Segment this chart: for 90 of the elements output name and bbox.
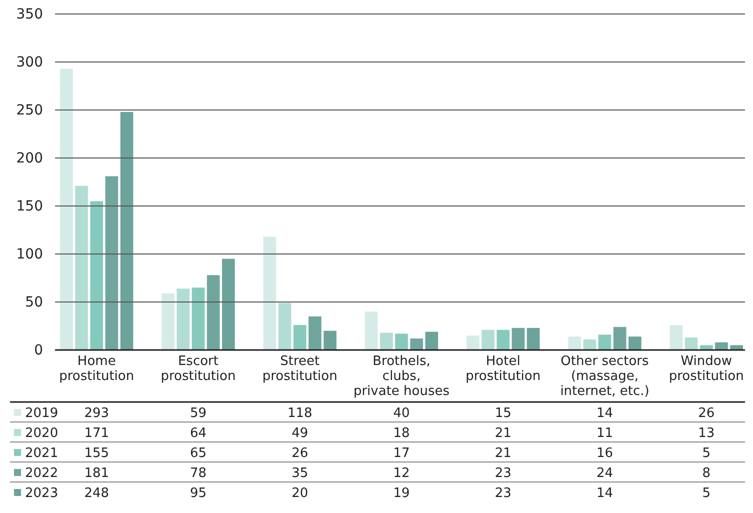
data-label: 23 — [494, 466, 512, 481]
data-label: 24 — [596, 466, 614, 481]
bar — [380, 332, 393, 350]
data-label: 14 — [596, 406, 614, 421]
bar — [583, 339, 596, 350]
data-label: 64 — [190, 426, 207, 441]
data-label: 118 — [287, 406, 312, 421]
y-tick-label: 100 — [16, 246, 43, 262]
x-tick-label: Home prostitution — [59, 354, 134, 384]
bar — [613, 326, 626, 350]
bar — [700, 345, 713, 350]
data-label: 15 — [494, 406, 512, 421]
data-label: 17 — [393, 446, 410, 461]
y-tick-label: 0 — [34, 342, 43, 358]
bar — [410, 338, 423, 350]
bar — [176, 288, 190, 350]
x-tick-label: Escort prostitution — [160, 354, 236, 384]
bar — [526, 328, 540, 350]
bar — [715, 342, 728, 350]
y-tick-label: 150 — [16, 198, 43, 214]
data-label: 171 — [84, 426, 110, 441]
data-label: 8 — [702, 466, 711, 481]
legend-label: 2021 — [25, 446, 58, 461]
data-label: 16 — [596, 446, 614, 461]
bar — [482, 330, 494, 350]
bar — [598, 334, 612, 350]
bar — [308, 316, 322, 350]
data-label: 293 — [84, 406, 110, 421]
x-tick-label: Brothels, clubs, private houses — [353, 354, 450, 399]
y-tick-label: 200 — [16, 150, 43, 166]
bar — [568, 336, 581, 350]
bar — [496, 330, 510, 350]
data-label: 95 — [190, 486, 207, 501]
data-label: 20 — [292, 486, 308, 501]
bar — [278, 302, 292, 350]
data-label: 40 — [393, 406, 410, 421]
data-label: 21 — [494, 426, 512, 441]
data-label: 14 — [596, 486, 614, 501]
data-label: 12 — [393, 466, 410, 481]
bar — [670, 325, 683, 350]
data-label: 26 — [698, 406, 715, 421]
bar — [60, 68, 73, 350]
y-tick-label: 250 — [16, 102, 43, 118]
bar — [120, 112, 134, 350]
x-tick-label: Hotel prostitution — [466, 354, 541, 384]
bar — [466, 336, 480, 350]
x-tick-label: Window prostitution — [668, 354, 744, 384]
data-label: 65 — [190, 446, 207, 461]
bar — [293, 325, 306, 350]
bar — [395, 334, 408, 350]
data-label: 19 — [393, 486, 410, 501]
data-label: 21 — [494, 446, 512, 461]
bar — [263, 236, 276, 350]
legend-label: 2023 — [25, 486, 58, 501]
bar — [90, 201, 104, 350]
data-label: 23 — [494, 486, 512, 501]
x-tick-label: Other sectors (massage, internet, etc.) — [560, 354, 650, 399]
data-label: 13 — [698, 426, 715, 441]
bar — [192, 288, 205, 350]
bar — [324, 330, 336, 350]
data-label: 78 — [190, 466, 207, 481]
bar — [206, 275, 220, 350]
bar — [684, 338, 698, 350]
x-tick-label: Street prostitution — [262, 354, 338, 384]
data-label: 35 — [292, 466, 308, 481]
bar — [222, 258, 235, 350]
bar — [364, 312, 378, 350]
data-label: 18 — [393, 426, 410, 441]
bar — [105, 176, 118, 350]
data-label: 49 — [292, 426, 308, 441]
y-tick-label: 350 — [16, 6, 43, 22]
data-label: 26 — [292, 446, 308, 461]
legend-label: 2020 — [25, 426, 58, 441]
bar — [425, 332, 438, 350]
y-tick-label: 50 — [25, 294, 43, 310]
y-tick-label: 300 — [16, 54, 43, 70]
data-label: 248 — [84, 486, 110, 501]
bar — [628, 336, 642, 350]
data-label: 11 — [596, 426, 614, 441]
data-label: 5 — [702, 486, 711, 501]
data-label: 155 — [84, 446, 110, 461]
data-label: 59 — [190, 406, 207, 421]
data-label: 5 — [702, 446, 711, 461]
bar — [730, 345, 743, 350]
bar — [75, 186, 88, 350]
legend-label: 2022 — [25, 466, 58, 481]
bar — [162, 293, 174, 350]
bar — [512, 328, 525, 350]
legend-label: 2019 — [25, 406, 58, 421]
data-label: 181 — [84, 466, 110, 481]
